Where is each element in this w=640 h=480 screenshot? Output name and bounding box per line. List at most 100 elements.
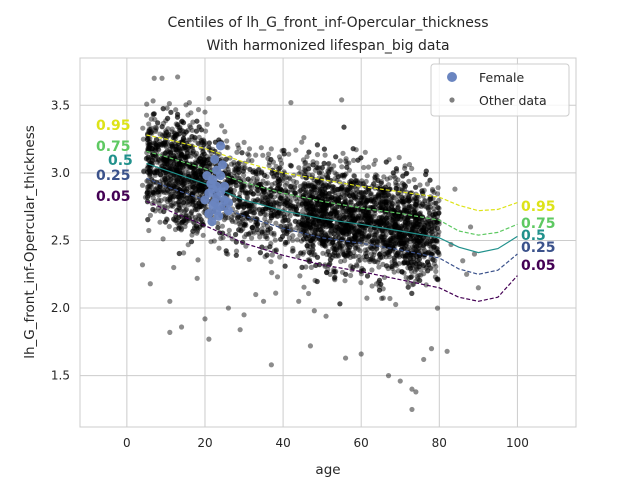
other-data-point — [306, 290, 312, 297]
other-data-point — [235, 204, 241, 210]
other-data-point — [198, 204, 204, 210]
other-data-point — [348, 196, 354, 203]
other-data-point — [404, 260, 411, 266]
other-data-point — [414, 235, 420, 241]
other-data-point — [253, 291, 259, 298]
other-data-point — [296, 196, 303, 202]
other-data-point — [289, 248, 295, 254]
other-data-point — [304, 154, 310, 160]
other-data-point — [436, 221, 442, 227]
other-data-point — [323, 190, 329, 196]
other-data-point — [397, 198, 403, 204]
other-data-point — [418, 272, 424, 278]
other-data-point — [285, 217, 291, 223]
other-data-point — [292, 185, 298, 191]
other-data-point — [151, 75, 157, 81]
other-data-point — [247, 208, 253, 215]
x-tick-label: 60 — [354, 436, 369, 450]
other-data-point — [320, 174, 326, 180]
other-data-point — [319, 209, 325, 215]
other-data-point — [389, 200, 395, 206]
other-data-point — [172, 226, 179, 233]
other-data-point — [380, 239, 386, 245]
other-data-point — [310, 220, 316, 226]
other-data-point — [223, 215, 229, 221]
other-data-point — [171, 216, 177, 222]
other-data-point — [413, 195, 419, 202]
other-data-point — [144, 184, 150, 190]
other-data-point — [400, 196, 406, 202]
other-data-point — [231, 212, 237, 218]
other-data-point — [167, 181, 173, 187]
other-data-point — [371, 234, 377, 240]
other-data-point — [409, 290, 415, 296]
other-data-point — [160, 153, 166, 159]
female-point — [212, 165, 222, 175]
other-data-point — [176, 145, 182, 151]
other-data-point — [405, 284, 411, 290]
other-data-point — [333, 154, 339, 160]
other-data-point — [173, 135, 179, 142]
other-data-point — [150, 98, 156, 104]
other-data-point — [355, 217, 361, 223]
other-data-point — [156, 197, 162, 203]
other-data-point — [185, 242, 191, 248]
other-data-point — [201, 158, 207, 164]
other-data-point — [401, 207, 407, 213]
other-data-point — [399, 246, 405, 252]
other-data-point — [432, 211, 438, 217]
other-data-point — [262, 194, 268, 200]
other-data-point — [344, 164, 350, 170]
other-data-point — [153, 147, 159, 153]
other-data-point — [386, 191, 392, 197]
other-data-point — [170, 195, 176, 201]
other-data-point — [359, 233, 366, 239]
other-data-point — [178, 324, 185, 330]
other-data-point — [276, 209, 282, 215]
other-data-point — [385, 214, 391, 220]
other-data-point — [452, 186, 458, 192]
other-data-point — [177, 191, 183, 197]
other-data-point — [173, 121, 179, 127]
centile-label-left-05: 0.5 — [108, 153, 133, 169]
other-data-point — [145, 217, 151, 223]
other-data-point — [168, 109, 174, 115]
other-data-point — [369, 238, 375, 244]
other-data-point — [350, 264, 356, 270]
other-data-point — [369, 214, 375, 220]
other-data-point — [179, 192, 185, 198]
other-data-point — [229, 218, 236, 224]
other-data-point — [200, 187, 206, 193]
other-data-point — [427, 265, 433, 271]
other-data-point — [145, 189, 151, 195]
other-data-point — [335, 252, 341, 258]
other-data-point — [345, 241, 351, 247]
other-data-point — [339, 269, 346, 275]
other-data-point — [241, 312, 247, 318]
other-data-point — [392, 244, 398, 250]
other-data-point — [296, 219, 302, 225]
other-data-point — [290, 248, 296, 254]
other-data-point — [181, 177, 187, 183]
other-data-point — [343, 208, 349, 214]
other-data-point — [251, 206, 257, 212]
other-data-point — [165, 126, 171, 132]
other-data-point — [341, 172, 347, 178]
other-data-point — [406, 208, 412, 214]
other-data-point — [376, 227, 383, 233]
other-data-point — [343, 271, 349, 277]
other-data-point — [358, 351, 364, 357]
other-data-point — [171, 153, 177, 159]
other-data-point — [410, 235, 417, 242]
other-data-point — [162, 173, 168, 179]
other-data-point — [198, 191, 204, 197]
other-data-point — [159, 141, 165, 147]
x-tick-label: 100 — [506, 436, 529, 450]
other-data-point — [174, 178, 180, 184]
other-data-point — [206, 336, 212, 342]
other-data-point — [314, 160, 320, 166]
other-data-point — [399, 242, 405, 248]
other-data-point — [348, 199, 354, 205]
other-data-point — [292, 204, 298, 210]
other-data-point — [420, 243, 426, 249]
